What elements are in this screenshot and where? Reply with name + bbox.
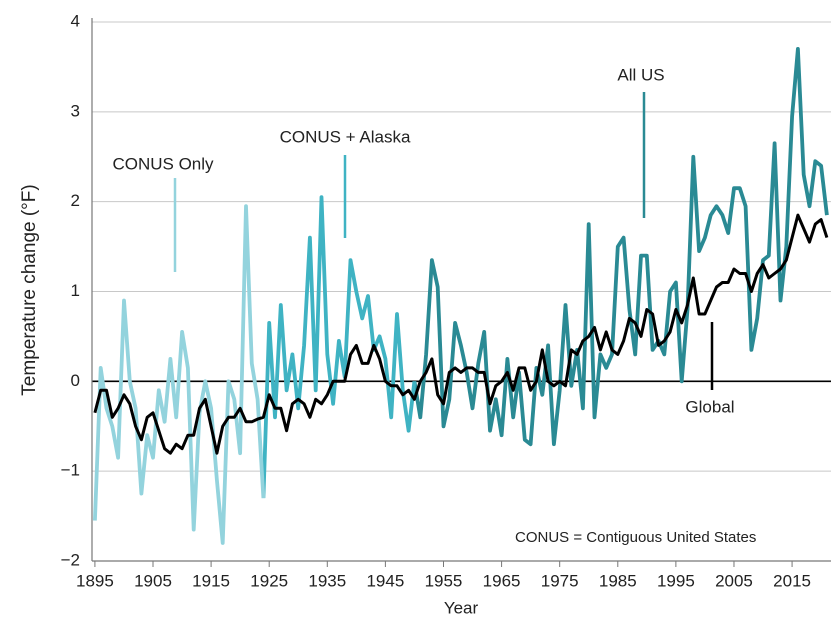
x-tick-label: 1965 — [483, 571, 521, 590]
x-tick-label: 1905 — [134, 571, 172, 590]
x-tick-label: 1915 — [192, 571, 230, 590]
x-tick-label: 1955 — [425, 571, 463, 590]
series-line — [93, 204, 266, 545]
x-tick-label: 1975 — [541, 571, 579, 590]
x-tick-label: 1935 — [308, 571, 346, 590]
x-tick-label: 2015 — [773, 571, 811, 590]
x-tick-label: 1895 — [76, 571, 114, 590]
y-tick-label: 2 — [71, 191, 80, 210]
y-axis-label: Temperature change (°F) — [19, 184, 40, 395]
series-label: CONUS Only — [112, 154, 214, 173]
y-tick-label: −2 — [61, 550, 80, 569]
y-tick-label: 3 — [71, 101, 80, 120]
x-tick-label: 1945 — [366, 571, 404, 590]
note: CONUS = Contiguous United States — [515, 529, 756, 546]
series-line — [93, 213, 829, 455]
x-tick-label: 1985 — [599, 571, 637, 590]
series-line — [412, 47, 829, 447]
series-label: Global — [685, 397, 734, 416]
series-label: CONUS + Alaska — [280, 127, 411, 146]
x-tick-label: 1925 — [250, 571, 288, 590]
x-tick-label: 2005 — [715, 571, 753, 590]
y-tick-label: 4 — [71, 11, 80, 30]
x-axis-label: Year — [444, 598, 479, 617]
x-tick-label: 1995 — [657, 571, 695, 590]
y-tick-label: 1 — [71, 281, 80, 300]
y-tick-label: 0 — [71, 371, 80, 390]
series-line — [261, 195, 417, 499]
y-tick-label: −1 — [61, 461, 80, 480]
series-label: All US — [617, 65, 664, 84]
